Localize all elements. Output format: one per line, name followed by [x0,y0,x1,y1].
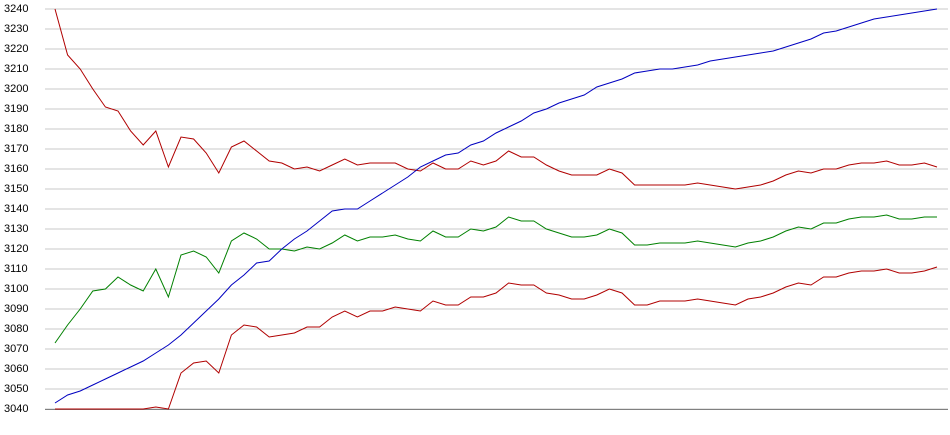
y-tick-label: 3100 [4,283,28,295]
y-tick-label: 3140 [4,203,28,215]
y-tick-label: 3130 [4,223,28,235]
y-tick-label: 3240 [4,3,28,15]
y-tick-label: 3050 [4,383,28,395]
y-tick-label: 3060 [4,363,28,375]
series-line [54,214,937,344]
y-tick-label: 3080 [4,323,28,335]
y-tick-label: 3120 [4,243,28,255]
y-tick-label: 3210 [4,63,28,75]
y-tick-label: 3190 [4,103,28,115]
y-tick-label: 3200 [4,83,28,95]
series-line [54,8,938,190]
y-tick-label: 3220 [4,43,28,55]
y-tick-label: 3160 [4,163,28,175]
series-line [54,8,938,404]
y-tick-label: 3150 [4,183,28,195]
y-tick-label: 3170 [4,143,28,155]
y-tick-label: 3110 [4,263,28,275]
series-line [55,266,938,410]
y-tick-label: 3070 [4,343,28,355]
y-tick-label: 3230 [4,23,28,35]
y-tick-label: 3090 [4,303,28,315]
y-tick-label: 3040 [4,403,28,415]
y-tick-label: 3180 [4,123,28,135]
